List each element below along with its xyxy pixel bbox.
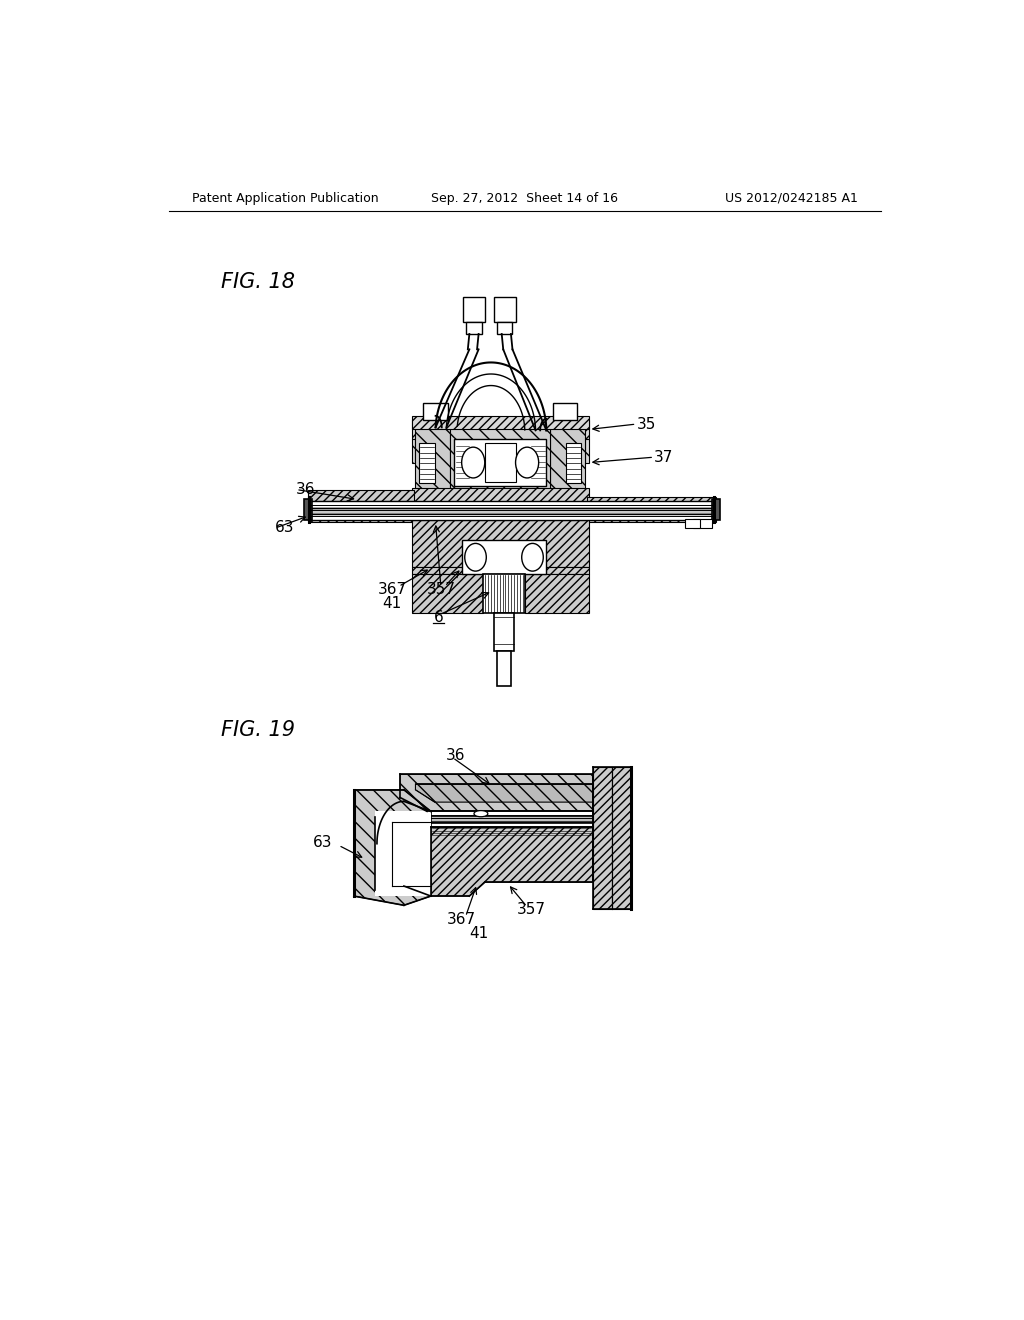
Text: Sep. 27, 2012  Sheet 14 of 16: Sep. 27, 2012 Sheet 14 of 16	[431, 191, 618, 205]
Polygon shape	[497, 322, 512, 334]
Polygon shape	[494, 612, 514, 651]
Polygon shape	[309, 515, 714, 520]
Polygon shape	[553, 404, 578, 420]
Text: 41: 41	[383, 595, 402, 611]
Polygon shape	[412, 440, 416, 462]
Text: 63: 63	[312, 834, 333, 850]
Ellipse shape	[521, 544, 544, 572]
Polygon shape	[483, 574, 524, 612]
Polygon shape	[376, 817, 427, 890]
Polygon shape	[494, 297, 515, 322]
Polygon shape	[376, 859, 431, 896]
Text: 37: 37	[654, 450, 674, 465]
Text: 36: 36	[296, 482, 315, 498]
Polygon shape	[412, 574, 483, 612]
Polygon shape	[431, 812, 593, 816]
Text: 367: 367	[378, 582, 407, 597]
Polygon shape	[416, 784, 593, 803]
Polygon shape	[412, 520, 589, 566]
Polygon shape	[484, 444, 515, 482]
Polygon shape	[423, 404, 447, 420]
Text: 6: 6	[434, 610, 443, 624]
Text: 63: 63	[275, 520, 295, 536]
Polygon shape	[454, 440, 547, 486]
Polygon shape	[376, 812, 431, 896]
Polygon shape	[412, 416, 589, 429]
Polygon shape	[463, 297, 484, 322]
Polygon shape	[462, 540, 547, 574]
Polygon shape	[565, 444, 581, 483]
Polygon shape	[412, 420, 435, 440]
Polygon shape	[593, 767, 611, 909]
Text: 36: 36	[446, 747, 466, 763]
Polygon shape	[550, 428, 585, 490]
Polygon shape	[524, 574, 589, 612]
Polygon shape	[547, 566, 589, 574]
Text: 367: 367	[447, 912, 476, 927]
Polygon shape	[451, 428, 550, 490]
Ellipse shape	[474, 810, 487, 817]
Polygon shape	[416, 428, 451, 490]
Polygon shape	[309, 502, 714, 508]
Polygon shape	[304, 499, 311, 520]
Text: 357: 357	[516, 902, 546, 916]
Polygon shape	[466, 322, 481, 334]
Ellipse shape	[515, 447, 539, 478]
Text: 357: 357	[426, 582, 456, 597]
Text: 41: 41	[469, 925, 488, 941]
Text: FIG. 19: FIG. 19	[221, 721, 295, 741]
Text: Patent Application Publication: Patent Application Publication	[193, 191, 379, 205]
Polygon shape	[585, 440, 589, 462]
Polygon shape	[712, 499, 720, 520]
Polygon shape	[309, 508, 714, 515]
Text: US 2012/0242185 A1: US 2012/0242185 A1	[725, 191, 857, 205]
Ellipse shape	[465, 544, 486, 572]
Polygon shape	[431, 822, 593, 826]
Polygon shape	[565, 420, 589, 440]
Polygon shape	[307, 498, 413, 521]
Text: FIG. 18: FIG. 18	[221, 272, 295, 292]
Polygon shape	[412, 488, 589, 508]
Polygon shape	[692, 519, 712, 528]
Polygon shape	[419, 444, 435, 483]
Polygon shape	[400, 775, 593, 812]
Polygon shape	[497, 651, 511, 686]
Polygon shape	[307, 490, 414, 502]
Polygon shape	[354, 789, 431, 906]
Ellipse shape	[462, 447, 484, 478]
Polygon shape	[431, 826, 593, 896]
Text: 35: 35	[637, 417, 655, 432]
Polygon shape	[431, 816, 593, 822]
Polygon shape	[587, 498, 716, 521]
Polygon shape	[685, 519, 700, 528]
Polygon shape	[412, 566, 462, 574]
Polygon shape	[611, 767, 631, 909]
